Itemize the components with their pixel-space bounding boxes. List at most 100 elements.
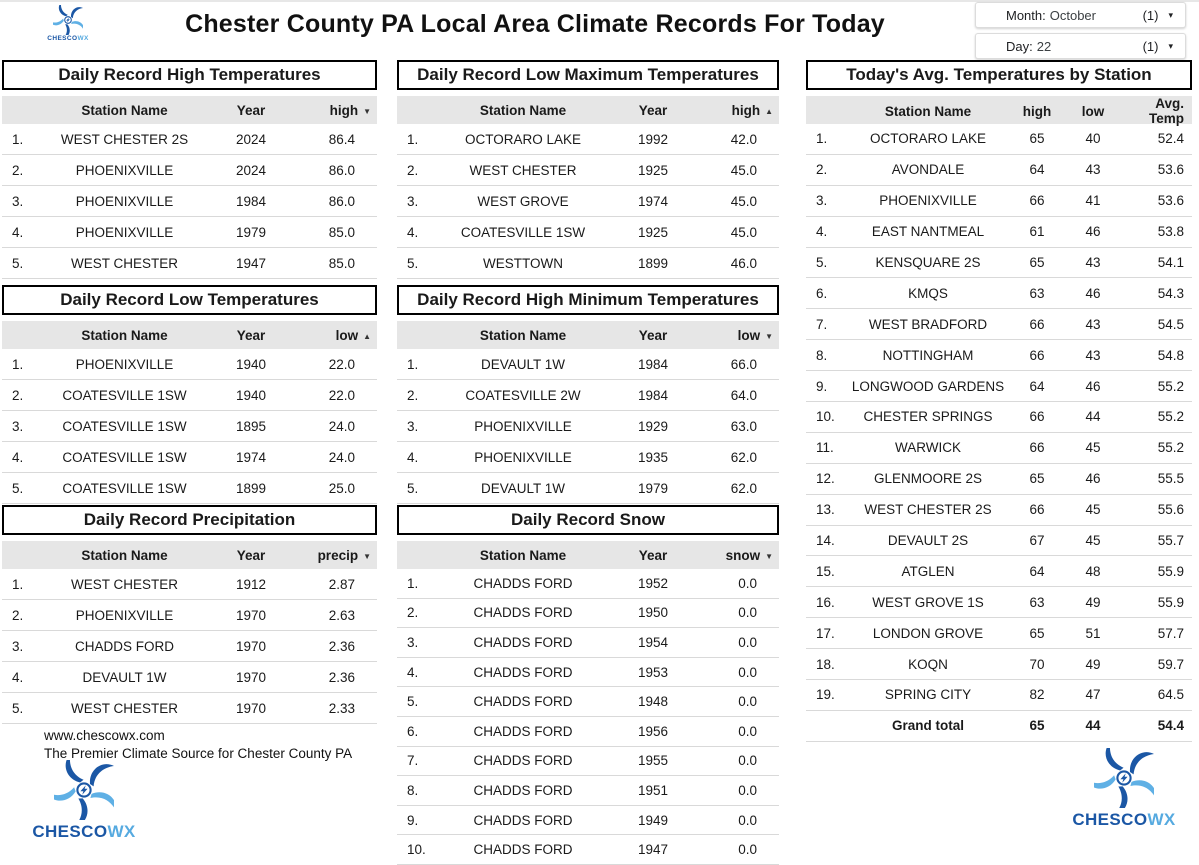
- chescowx-spiral-icon: [1094, 748, 1154, 808]
- table-row: 2. PHOENIXVILLE 2024 86.0: [2, 155, 377, 186]
- col-year[interactable]: Year: [236, 547, 266, 563]
- record-high-temperatures-table: Daily Record High Temperatures Station N…: [2, 60, 377, 279]
- row-number: 18.: [816, 656, 835, 672]
- row-number: 2.: [407, 387, 419, 403]
- station-name: COATESVILLE 1SW: [62, 480, 187, 496]
- row-number: 4.: [12, 224, 24, 240]
- table-row: 18. KOQN 70 49 59.7: [806, 649, 1192, 681]
- high-value: 66: [1029, 193, 1045, 209]
- avg-temp-value: 64.5: [1157, 687, 1184, 703]
- col-metric-low[interactable]: low ▼: [737, 327, 773, 343]
- high-value: 64: [1029, 162, 1045, 178]
- high-value: 64: [1029, 378, 1045, 394]
- col-station-name[interactable]: Station Name: [81, 102, 168, 118]
- table-header: Station Name Year low ▼: [397, 321, 779, 349]
- record-year: 1979: [235, 224, 267, 240]
- row-number: 1.: [407, 575, 419, 591]
- col-year[interactable]: Year: [236, 327, 266, 343]
- col-metric-snow[interactable]: snow ▼: [725, 547, 773, 563]
- col-metric-high[interactable]: high ▼: [329, 102, 371, 118]
- day-filter-dropdown[interactable]: Day: 22 (1) ▾: [975, 33, 1186, 59]
- table-title: Today's Avg. Temperatures by Station: [806, 60, 1192, 90]
- row-number: 5.: [12, 255, 24, 271]
- row-number: 3.: [12, 418, 24, 434]
- sort-desc-icon: ▼: [765, 331, 773, 341]
- col-metric-high[interactable]: high ▲: [731, 102, 773, 118]
- row-number: 6.: [816, 285, 828, 301]
- row-number: 1.: [12, 576, 24, 592]
- col-station-name[interactable]: Station Name: [479, 327, 567, 343]
- record-value: 24.0: [328, 449, 355, 465]
- station-name: CHESTER SPRINGS: [863, 409, 993, 425]
- record-year: 1925: [637, 162, 669, 178]
- col-high[interactable]: high: [1022, 103, 1052, 119]
- record-year: 1979: [637, 480, 669, 496]
- avg-temp-value: 55.7: [1157, 533, 1184, 549]
- row-number: 5.: [407, 255, 419, 271]
- record-year: 1948: [637, 694, 669, 710]
- table-row: 15. ATGLEN 64 48 55.9: [806, 556, 1192, 588]
- table-row: 6. CHADDS FORD 1956 0.0: [397, 716, 779, 747]
- row-number: 9.: [407, 812, 419, 828]
- station-name: WEST CHESTER: [469, 162, 577, 178]
- low-value: 46: [1085, 285, 1101, 301]
- table-row: 6. KMQS 63 46 54.3: [806, 278, 1192, 310]
- col-year[interactable]: Year: [638, 547, 668, 563]
- table-row: 4. EAST NANTMEAL 61 46 53.8: [806, 216, 1192, 248]
- month-filter-label: Month:: [1006, 7, 1046, 23]
- high-value: 66: [1029, 440, 1045, 456]
- record-value: 0.0: [738, 694, 757, 710]
- station-name: WEST CHESTER 2S: [864, 502, 992, 518]
- col-station-name[interactable]: Station Name: [81, 327, 168, 343]
- col-year[interactable]: Year: [638, 102, 668, 118]
- col-station-name[interactable]: Station Name: [81, 547, 168, 563]
- table-header: Station Name Year high ▲: [397, 96, 779, 124]
- record-value: 86.4: [328, 131, 355, 147]
- record-value: 62.0: [730, 480, 757, 496]
- table-row: 1. OCTORARO LAKE 1992 42.0: [397, 124, 779, 155]
- col-metric-low[interactable]: low ▲: [335, 327, 371, 343]
- row-number: 1.: [12, 356, 24, 372]
- table-row: 5. WEST CHESTER 1970 2.33: [2, 693, 377, 724]
- high-value: 66: [1029, 347, 1045, 363]
- col-low[interactable]: low: [1081, 103, 1105, 119]
- high-value: 66: [1029, 502, 1045, 518]
- brand-wordmark: CHESCOWX: [47, 35, 89, 42]
- row-number: 1.: [407, 131, 419, 147]
- station-name: PHOENIXVILLE: [75, 162, 174, 178]
- record-value: 2.36: [328, 669, 355, 685]
- low-value: 45: [1085, 502, 1101, 518]
- row-number: 3.: [12, 638, 24, 654]
- station-name: CHADDS FORD: [473, 782, 573, 798]
- row-number: 19.: [816, 687, 835, 703]
- record-low-temperatures-table: Daily Record Low Temperatures Station Na…: [2, 285, 377, 504]
- col-station-name[interactable]: Station Name: [479, 547, 567, 563]
- table-row: 3. CHADDS FORD 1970 2.36: [2, 631, 377, 662]
- avg-temp-value: 53.8: [1157, 224, 1184, 240]
- col-year[interactable]: Year: [638, 327, 668, 343]
- station-name: CHADDS FORD: [473, 605, 573, 621]
- avg-temp-value: 55.2: [1157, 409, 1184, 425]
- col-avg-temp[interactable]: Avg. Temp: [1148, 96, 1184, 126]
- table-row: 5. DEVAULT 1W 1979 62.0: [397, 473, 779, 504]
- record-value: 45.0: [730, 193, 757, 209]
- top-divider: [0, 0, 1199, 2]
- station-name: CHADDS FORD: [473, 664, 573, 680]
- col-station-name[interactable]: Station Name: [884, 103, 972, 119]
- col-station-name[interactable]: Station Name: [479, 102, 567, 118]
- col-metric-precip[interactable]: precip ▼: [317, 547, 371, 563]
- station-name: PHOENIXVILLE: [75, 356, 174, 372]
- day-filter-value: 22: [1036, 38, 1052, 54]
- page-title: Chester County PA Local Area Climate Rec…: [185, 10, 885, 38]
- table-row: 2. CHADDS FORD 1950 0.0: [397, 598, 779, 629]
- avg-temp-value: 53.6: [1157, 162, 1184, 178]
- col-year[interactable]: Year: [236, 102, 266, 118]
- record-year: 1951: [637, 782, 669, 798]
- table-row: 3. CHADDS FORD 1954 0.0: [397, 628, 779, 658]
- record-year: 1899: [637, 255, 669, 271]
- station-name: OCTORARO LAKE: [464, 131, 582, 147]
- month-filter-dropdown[interactable]: Month: October (1) ▾: [975, 2, 1186, 28]
- record-year: 1912: [235, 576, 267, 592]
- row-number: 3.: [816, 193, 828, 209]
- avg-temp-value: 55.2: [1157, 378, 1184, 394]
